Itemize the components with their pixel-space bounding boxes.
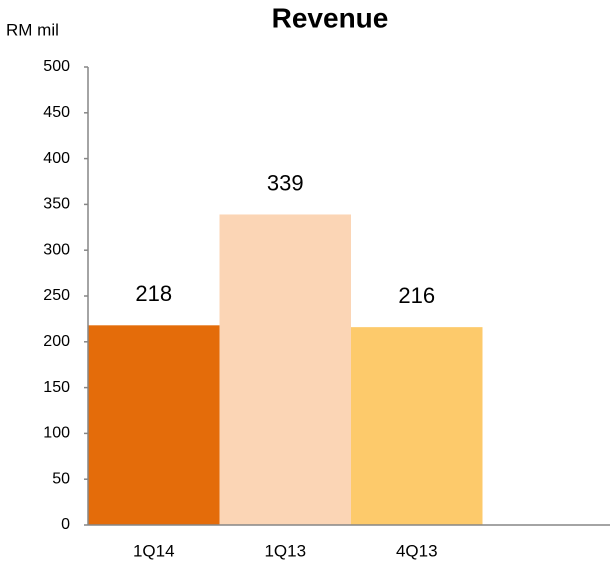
bar	[88, 325, 220, 525]
y-tick-label: 200	[43, 333, 70, 350]
y-tick-label: 500	[43, 58, 70, 75]
y-tick-label: 400	[43, 150, 70, 167]
y-tick-label: 0	[61, 516, 70, 533]
y-tick-label: 450	[43, 104, 70, 121]
y-tick-label: 250	[43, 287, 70, 304]
chart-title: Revenue	[272, 2, 389, 33]
value-label: 218	[135, 281, 172, 306]
y-axis-label: RM mil	[6, 20, 59, 39]
y-tick-label: 100	[43, 425, 70, 442]
value-label: 339	[267, 170, 304, 195]
y-tick-label: 150	[43, 379, 70, 396]
y-tick-label: 350	[43, 196, 70, 213]
y-tick-label: 50	[52, 470, 70, 487]
value-label: 216	[398, 283, 435, 308]
x-tick-label: 1Q13	[264, 541, 306, 560]
bar	[219, 214, 351, 525]
y-tick-label: 300	[43, 241, 70, 258]
bar	[351, 327, 483, 525]
x-tick-label: 1Q14	[133, 541, 175, 560]
x-tick-label: 4Q13	[396, 541, 438, 560]
